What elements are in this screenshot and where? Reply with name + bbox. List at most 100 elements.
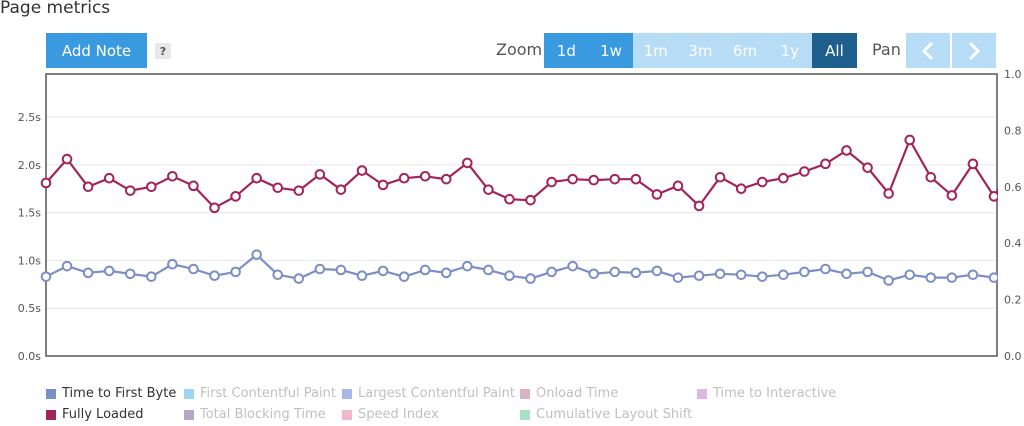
zoom-1m-button[interactable]: 1m xyxy=(633,33,679,68)
data-point-time-to-first-byte xyxy=(525,273,536,284)
legend-item-time-to-first-byte[interactable]: Time to First Byte xyxy=(46,386,176,401)
data-point-fully-loaded xyxy=(314,169,326,180)
data-point-fully-loaded xyxy=(925,171,937,183)
legend-swatch xyxy=(46,409,56,420)
data-point-time-to-first-byte xyxy=(146,271,157,282)
data-point-fully-loaded xyxy=(103,172,115,184)
data-point-time-to-first-byte xyxy=(61,260,73,272)
data-point-time-to-first-byte xyxy=(188,263,199,275)
data-point-time-to-first-byte xyxy=(967,269,979,281)
y-axis-left-tick-label: 1.0s xyxy=(18,254,41,267)
data-point-time-to-first-byte xyxy=(314,263,326,275)
y-axis-left-tick-label: 2.5s xyxy=(18,111,41,124)
data-point-fully-loaded xyxy=(167,170,178,182)
data-point-time-to-first-byte xyxy=(820,263,831,275)
data-point-time-to-first-byte xyxy=(714,268,726,280)
data-point-time-to-first-byte xyxy=(462,260,473,272)
data-point-fully-loaded xyxy=(504,193,515,205)
zoom-all-button[interactable]: All xyxy=(812,33,857,68)
data-point-fully-loaded xyxy=(756,176,768,188)
legend-item-onload-time[interactable]: Onload Time xyxy=(520,386,618,401)
legend-item-speed-index[interactable]: Speed Index xyxy=(342,407,439,422)
data-point-fully-loaded xyxy=(40,177,52,189)
data-point-fully-loaded xyxy=(651,189,663,200)
help-icon[interactable]: ? xyxy=(155,43,171,59)
data-point-fully-loaded xyxy=(883,188,894,199)
legend: Time to First Byte First Contentful Pain… xyxy=(46,386,866,426)
legend-item-largest-contentful-paint[interactable]: Largest Contentful Paint xyxy=(342,386,515,401)
y-axis-left-tick-label: 0.5s xyxy=(18,302,41,315)
legend-item-time-to-interactive[interactable]: Time to Interactive xyxy=(697,386,836,401)
data-point-time-to-first-byte xyxy=(293,273,305,284)
legend-item-first-contentful-paint[interactable]: First Contentful Paint xyxy=(184,386,336,401)
data-point-fully-loaded xyxy=(61,153,73,165)
data-point-fully-loaded xyxy=(272,182,284,194)
data-point-time-to-first-byte xyxy=(988,272,998,283)
legend-swatch xyxy=(46,388,56,399)
zoom-1y-button[interactable]: 1y xyxy=(767,33,813,68)
data-point-fully-loaded xyxy=(462,157,473,169)
line-chart[interactable]: 0.0s 0.5s 1.0s 1.5s 2.0s 2.5s 0.0 0.2 0.4 0.6 0.8 1… xyxy=(0,70,1024,380)
data-point-fully-loaded xyxy=(124,185,136,196)
zoom-1d-button[interactable]: 1d xyxy=(544,33,589,68)
data-point-fully-loaded xyxy=(209,202,220,214)
data-point-time-to-first-byte xyxy=(546,266,557,278)
data-point-time-to-first-byte xyxy=(103,265,115,277)
zoom-button-group: 1d 1w 1m 3m 6m 1y All xyxy=(544,33,857,68)
legend-swatch xyxy=(520,409,530,420)
zoom-6m-button[interactable]: 6m xyxy=(722,33,768,68)
data-point-time-to-first-byte xyxy=(398,271,410,282)
chevron-right-icon xyxy=(968,41,981,60)
data-point-time-to-first-byte xyxy=(588,268,600,280)
data-point-time-to-first-byte xyxy=(567,260,578,272)
data-point-time-to-first-byte xyxy=(841,268,852,280)
data-point-time-to-first-byte xyxy=(440,267,452,279)
data-point-time-to-first-byte xyxy=(904,269,916,281)
data-point-time-to-first-byte xyxy=(1011,269,1020,278)
legend-item-total-blocking-time[interactable]: Total Blocking Time xyxy=(184,407,326,422)
zoom-3m-button[interactable]: 3m xyxy=(678,33,723,68)
data-point-fully-loaded xyxy=(440,173,452,185)
data-point-fully-loaded xyxy=(419,170,431,182)
data-point-fully-loaded xyxy=(483,184,494,195)
pan-right-button[interactable] xyxy=(952,33,996,68)
pan-left-button[interactable] xyxy=(906,33,950,68)
zoom-1w-button[interactable]: 1w xyxy=(588,33,634,68)
data-point-time-to-first-byte xyxy=(251,249,262,260)
data-point-fully-loaded xyxy=(820,158,831,170)
data-point-fully-loaded xyxy=(82,181,94,193)
data-point-fully-loaded xyxy=(988,191,998,202)
data-point-fully-loaded xyxy=(230,191,241,202)
y-axis-right-tick-label: 0.4 xyxy=(1004,237,1022,250)
zoom-label: Zoom xyxy=(496,40,543,59)
add-note-button[interactable]: Add Note xyxy=(46,33,147,68)
data-point-fully-loaded xyxy=(1011,161,1020,170)
data-point-fully-loaded xyxy=(525,194,536,206)
data-point-time-to-first-byte xyxy=(167,258,178,270)
legend-item-fully-loaded[interactable]: Fully Loaded xyxy=(46,407,144,422)
data-point-fully-loaded xyxy=(841,145,852,156)
data-point-fully-loaded xyxy=(356,165,368,176)
data-point-time-to-first-byte xyxy=(883,275,894,286)
data-point-fully-loaded xyxy=(398,172,410,184)
data-point-fully-loaded xyxy=(567,173,578,185)
series-group xyxy=(40,134,1020,286)
pan-label: Pan xyxy=(872,40,901,59)
data-point-fully-loaded xyxy=(377,179,389,191)
y-axis-right-tick-label: 0.6 xyxy=(1004,181,1022,194)
data-point-time-to-first-byte xyxy=(272,269,284,281)
data-point-time-to-first-byte xyxy=(693,270,705,282)
data-point-fully-loaded xyxy=(904,134,916,146)
data-point-time-to-first-byte xyxy=(82,267,94,279)
data-point-time-to-first-byte xyxy=(672,272,684,283)
legend-swatch xyxy=(342,388,352,399)
data-point-fully-loaded xyxy=(967,158,979,170)
data-point-time-to-first-byte xyxy=(862,266,873,278)
legend-item-cumulative-layout-shift[interactable]: Cumulative Layout Shift xyxy=(520,407,692,422)
data-point-time-to-first-byte xyxy=(356,270,368,282)
data-point-fully-loaded xyxy=(546,176,557,188)
data-point-time-to-first-byte xyxy=(335,264,347,276)
legend-swatch xyxy=(342,409,352,420)
pan-button-group xyxy=(906,33,996,68)
data-point-fully-loaded xyxy=(293,185,305,196)
